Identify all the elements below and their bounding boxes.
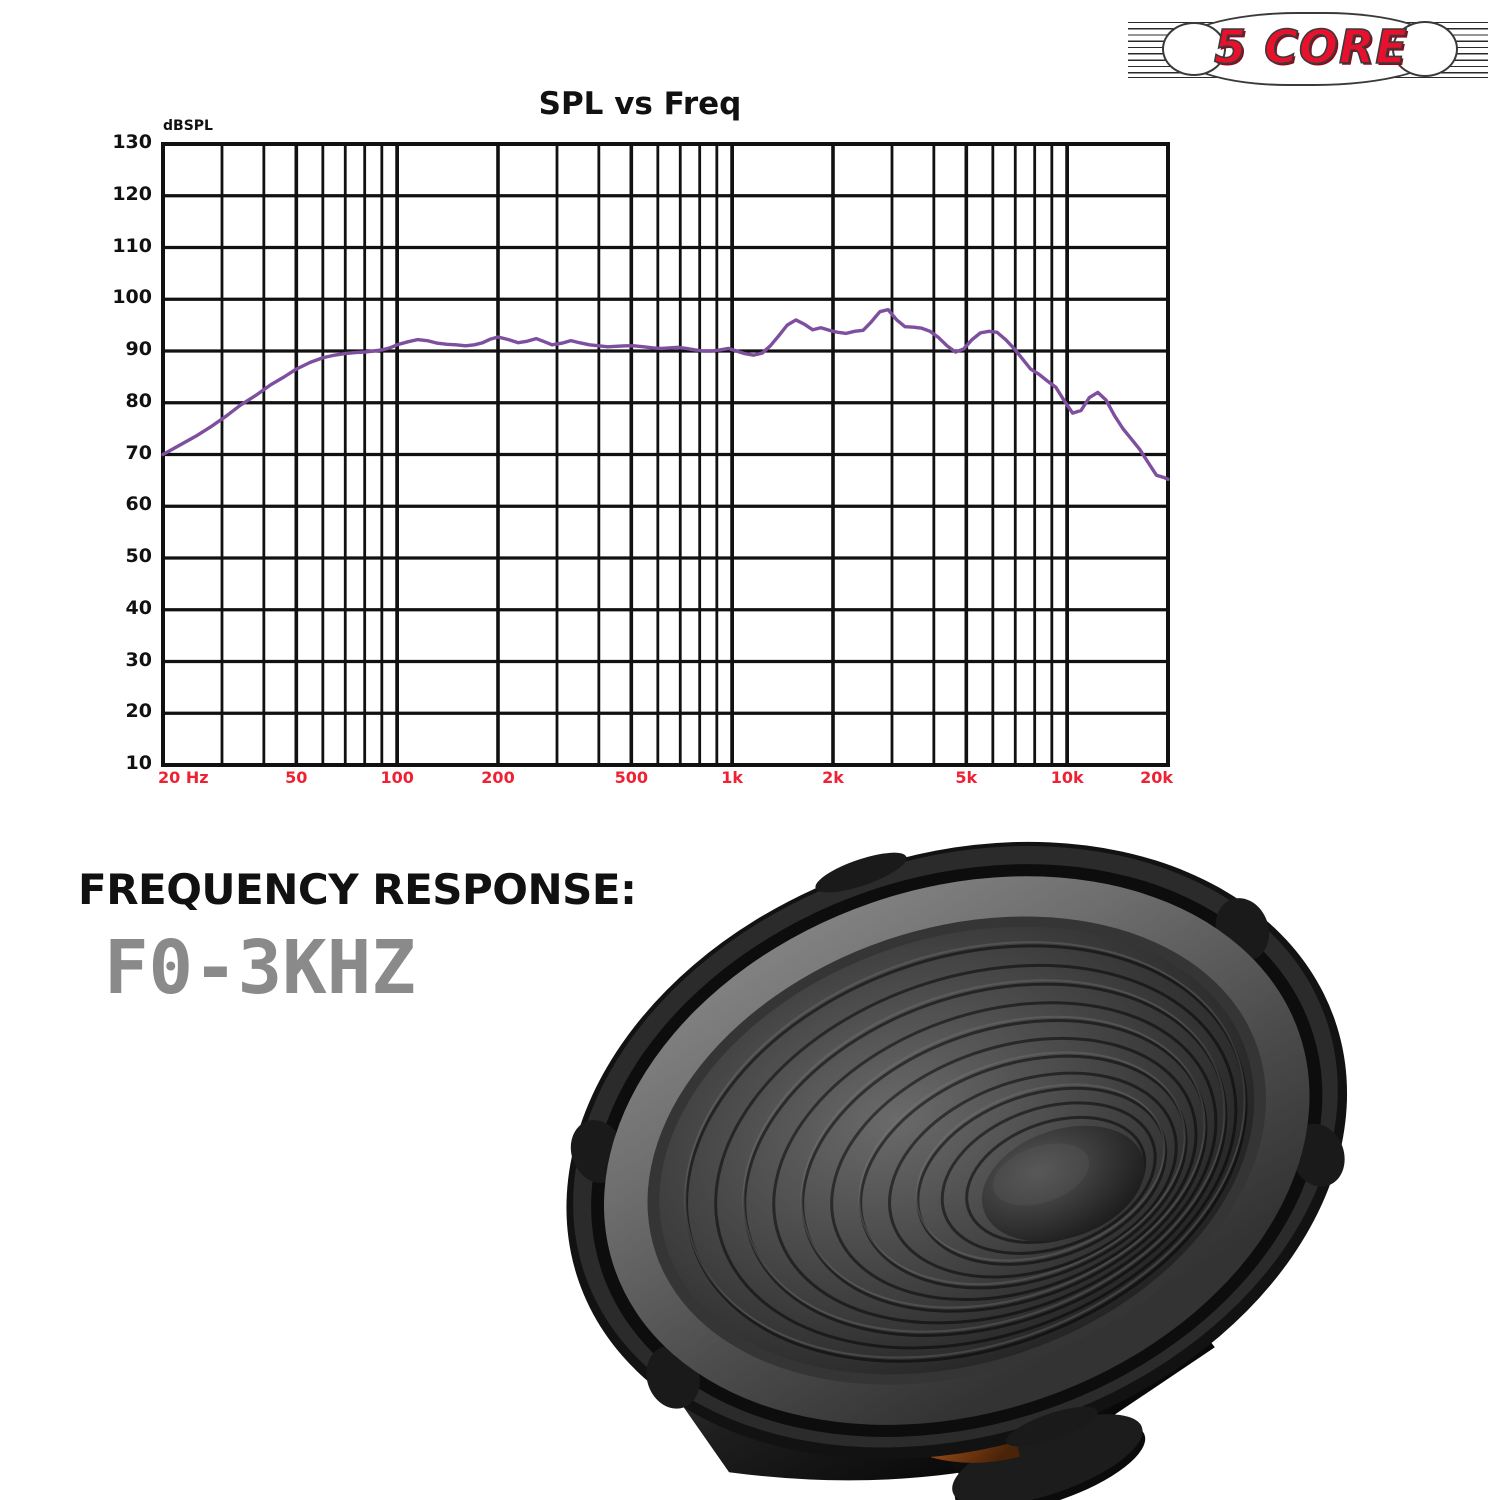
plot-area [161, 142, 1170, 767]
y-tick-30: 30 [125, 648, 152, 671]
logo-blob-shape [1164, 14, 1456, 84]
y-tick-80: 80 [125, 389, 152, 412]
frequency-response-label: FREQUENCY RESPONSE: [78, 865, 637, 914]
x-tick-200: 200 [481, 768, 515, 787]
spl-frequency-chart: SPL vs Freq dBSPL 130 120 110 100 90 80 70 60 50… [0, 0, 1240, 810]
speaker-body [566, 841, 1348, 1500]
y-tick-90: 90 [125, 338, 152, 360]
speaker-driver-image [566, 841, 1348, 1500]
x-tick-500: 500 [614, 768, 648, 787]
y-axis-unit-label: dBSPL [163, 118, 213, 134]
y-tick-10: 10 [125, 752, 152, 774]
x-tick-20-Hz: 20 Hz [158, 768, 209, 787]
spl-curve [161, 307, 1170, 482]
x-tick-2k: 2k [822, 768, 844, 787]
dust-cap-highlight [992, 1143, 1090, 1206]
y-tick-100: 100 [112, 286, 152, 309]
y-tick-120: 120 [112, 182, 152, 205]
speaker-cone [659, 926, 1255, 1375]
frequency-response-value: F0-3KHZ [104, 925, 416, 1011]
y-tick-130: 130 [112, 131, 152, 153]
grid-lines-major [163, 144, 1168, 765]
x-tick-50: 50 [285, 768, 308, 787]
dust-cap [981, 1125, 1145, 1242]
magnet-rim-highlight [952, 1414, 1143, 1500]
y-tick-20: 20 [125, 700, 152, 723]
x-tick-100: 100 [380, 768, 414, 787]
x-tick-10k: 10k [1050, 768, 1084, 787]
y-tick-50: 50 [125, 545, 152, 567]
logo-wordmark: 5 CORE [1213, 19, 1408, 75]
y-tick-40: 40 [125, 596, 152, 619]
y-tick-110: 110 [112, 234, 152, 257]
x-tick-5k: 5k [955, 768, 978, 787]
y-tick-60: 60 [125, 493, 152, 516]
x-tick-20k: 20k [1140, 768, 1173, 787]
cone-rib-highlights [684, 941, 1246, 1359]
x-tick-1k: 1k [721, 768, 744, 787]
brand-logo: 5 CORE [1128, 8, 1488, 90]
chart-title: SPL vs Freq [538, 86, 742, 122]
y-tick-70: 70 [125, 441, 152, 464]
